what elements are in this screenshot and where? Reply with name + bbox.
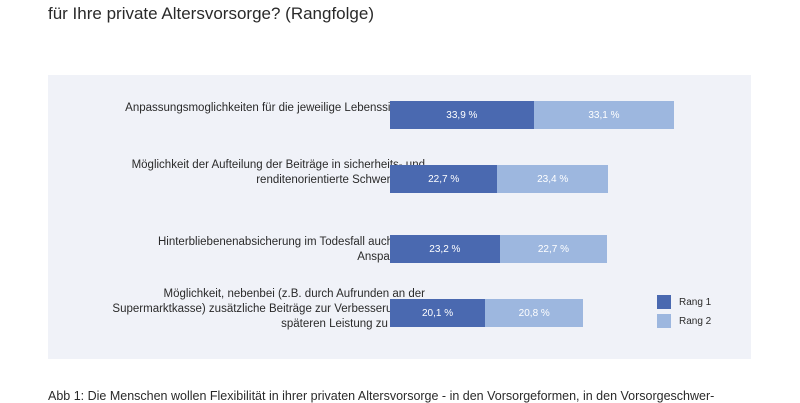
bar-rang-2: 20,8 % <box>485 299 584 327</box>
data-label: 33,9 % <box>446 109 478 121</box>
category-label: Anpassungsmoglichkeiten für die jeweilig… <box>125 102 425 114</box>
bar-rang-2: 33,1 % <box>533 101 675 129</box>
legend-label: Rang 2 <box>679 315 712 327</box>
category-label: Hinterbliebenenabsicherung im Todesfall … <box>157 236 425 263</box>
bar-rang-1: 22,7 % <box>390 165 498 193</box>
legend-rang-2: Rang 2 <box>657 314 711 328</box>
data-label: 20,8 % <box>518 307 550 319</box>
bar-rang-2: 23,4 % <box>497 165 609 193</box>
data-label: 22,7 % <box>428 173 460 185</box>
bar-rang-1: 33,9 % <box>390 101 534 129</box>
chart-title: für Ihre private Altersvorsorge? (Rangfo… <box>48 4 374 23</box>
bar-rang-1: 20,1 % <box>390 299 486 327</box>
legend-swatch <box>657 295 671 309</box>
legend-swatch <box>657 314 671 328</box>
figure-caption: Abb 1: Die Menschen wollen Flexibilität … <box>48 389 715 403</box>
bar-rang-1: 23,2 % <box>390 235 500 263</box>
data-label: 22,7 % <box>537 243 569 255</box>
data-label: 20,1 % <box>421 307 454 319</box>
data-label: 23,2 % <box>429 243 461 255</box>
data-label: 23,4 % <box>537 173 569 185</box>
legend-rang-1: Rang 1 <box>657 295 711 309</box>
data-label: 33,1 % <box>588 109 620 121</box>
category-label: Möglichkeit, nebenbei (z.B. durch Aufrun… <box>112 288 425 330</box>
category-label: Möglichkeit der Aufteilung der Beiträge … <box>131 159 425 186</box>
bar-rang-2: 22,7 % <box>499 235 608 263</box>
legend-label: Rang 1 <box>679 296 712 308</box>
